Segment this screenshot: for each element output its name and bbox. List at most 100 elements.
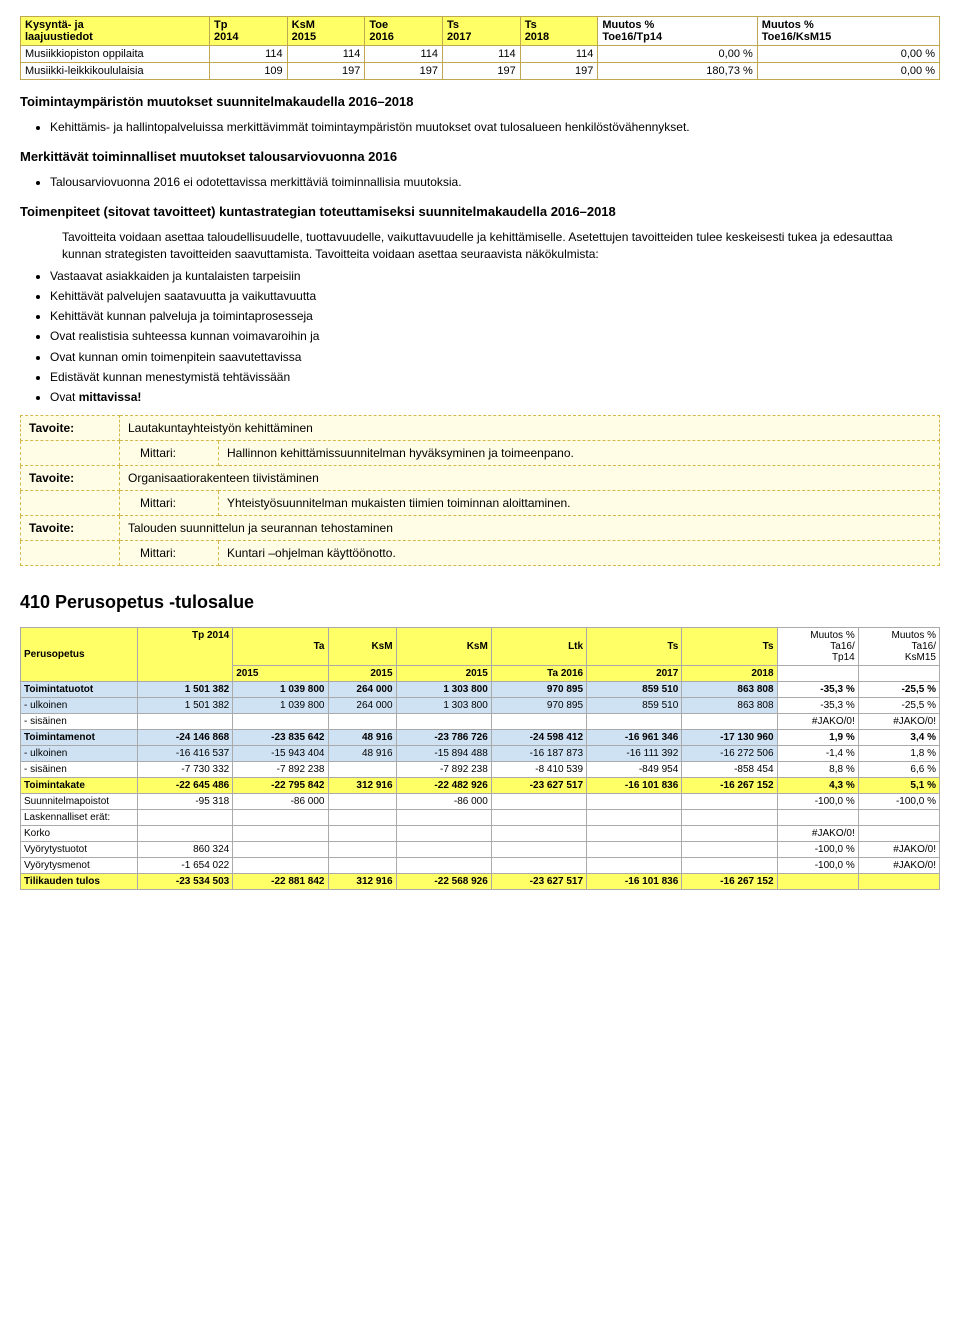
budget-cell: -22 482 926 bbox=[396, 778, 491, 794]
budget-cell bbox=[233, 714, 328, 730]
budget-cell: 863 808 bbox=[682, 698, 777, 714]
budget-cell bbox=[587, 842, 682, 858]
budget-cell: -1 654 022 bbox=[138, 858, 233, 874]
budget-cell bbox=[682, 858, 777, 874]
budget-cell bbox=[587, 794, 682, 810]
bh2b: 2015 bbox=[236, 668, 258, 679]
budget-row-label: Vyörytysmenot bbox=[21, 858, 138, 874]
measure-text: Hallinnon kehittämissuunnitelman hyväksy… bbox=[219, 441, 940, 466]
budget-cell bbox=[138, 714, 233, 730]
env-changes-bullet: Kehittämis- ja hallintopalveluissa merki… bbox=[50, 119, 940, 135]
goal-label: Tavoite: bbox=[21, 516, 120, 541]
goal-label: Tavoite: bbox=[21, 416, 120, 441]
budget-cell: -100,0 % bbox=[777, 794, 858, 810]
budget-cell: -16 272 506 bbox=[682, 746, 777, 762]
budget-row-label: Toimintatuotot bbox=[21, 682, 138, 698]
budget-cell: 4,3 % bbox=[777, 778, 858, 794]
budget-cell bbox=[138, 810, 233, 826]
budget-cell bbox=[491, 714, 586, 730]
budget-cell bbox=[396, 714, 491, 730]
demand-scope-table: Kysyntä- jalaajuustiedot Tp2014 KsM2015 … bbox=[20, 16, 940, 80]
budget-cell bbox=[587, 858, 682, 874]
budget-cell bbox=[396, 826, 491, 842]
budget-cell: 1 501 382 bbox=[138, 698, 233, 714]
budget-cell bbox=[491, 810, 586, 826]
budget-cell bbox=[587, 826, 682, 842]
budget-row-label: - sisäinen bbox=[21, 762, 138, 778]
budget-cell: #JAKO/0! bbox=[777, 714, 858, 730]
measure-label: Mittari: bbox=[120, 491, 219, 516]
budget-cell bbox=[138, 826, 233, 842]
budget-row-label: - ulkoinen bbox=[21, 746, 138, 762]
table-row-label: Musiikki-leikkikoululaisia bbox=[21, 63, 210, 80]
budget-cell: 1 501 382 bbox=[138, 682, 233, 698]
budget-cell: 859 510 bbox=[587, 698, 682, 714]
t1-h3a: Toe bbox=[369, 19, 388, 31]
table-row-label: Musiikkiopiston oppilaita bbox=[21, 46, 210, 63]
measures-bullet: Kehittävät kunnan palveluja ja toimintap… bbox=[50, 308, 940, 324]
t1-h5b: 2018 bbox=[525, 31, 549, 43]
budget-cell: 970 895 bbox=[491, 682, 586, 698]
budget-cell: 1 039 800 bbox=[233, 682, 328, 698]
budget-cell: -16 101 836 bbox=[587, 778, 682, 794]
budget-cell: #JAKO/0! bbox=[858, 842, 939, 858]
table-cell: 197 bbox=[443, 63, 521, 80]
budget-cell: -849 954 bbox=[587, 762, 682, 778]
budget-cell: -86 000 bbox=[396, 794, 491, 810]
budget-cell: -23 534 503 bbox=[138, 874, 233, 890]
measures-bullet-last: Ovat mittavissa! bbox=[50, 389, 940, 405]
budget-cell: -22 645 486 bbox=[138, 778, 233, 794]
table-cell: 0,00 % bbox=[757, 63, 939, 80]
goal-empty bbox=[21, 541, 120, 566]
budget-cell: 5,1 % bbox=[858, 778, 939, 794]
budget-row-label: Laskennalliset erät: bbox=[21, 810, 138, 826]
table-cell: 180,73 % bbox=[598, 63, 757, 80]
budget-cell bbox=[396, 842, 491, 858]
budget-cell: -25,5 % bbox=[858, 698, 939, 714]
op-changes-bullet: Talousarviovuonna 2016 ei odotettavissa … bbox=[50, 174, 940, 190]
measure-text: Yhteistyösuunnitelman mukaisten tiimien … bbox=[219, 491, 940, 516]
budget-cell: -24 598 412 bbox=[491, 730, 586, 746]
budget-cell: -8 410 539 bbox=[491, 762, 586, 778]
budget-cell bbox=[587, 714, 682, 730]
budget-cell: 8,8 % bbox=[777, 762, 858, 778]
section-410-title: 410 Perusopetus -tulosalue bbox=[20, 592, 940, 613]
budget-cell bbox=[777, 874, 858, 890]
budget-cell: #JAKO/0! bbox=[858, 858, 939, 874]
budget-cell bbox=[328, 826, 396, 842]
table-cell: 114 bbox=[365, 46, 443, 63]
budget-cell: 1 303 800 bbox=[396, 682, 491, 698]
budget-cell: -1,4 % bbox=[777, 746, 858, 762]
measure-label: Mittari: bbox=[120, 541, 219, 566]
budget-cell bbox=[396, 810, 491, 826]
budget-cell: -100,0 % bbox=[777, 842, 858, 858]
bh7b: 2018 bbox=[751, 668, 773, 679]
budget-cell bbox=[858, 874, 939, 890]
table-cell: 197 bbox=[365, 63, 443, 80]
budget-cell: 1,8 % bbox=[858, 746, 939, 762]
budget-cell bbox=[233, 826, 328, 842]
measures-bullet: Vastaavat asiakkaiden ja kuntalaisten ta… bbox=[50, 268, 940, 284]
budget-cell bbox=[682, 794, 777, 810]
goal-table: Tavoite:Lautakuntayhteistyön kehittämine… bbox=[20, 415, 940, 566]
budget-cell bbox=[491, 858, 586, 874]
bh7a: Ts bbox=[763, 641, 774, 652]
budget-cell: -23 627 517 bbox=[491, 874, 586, 890]
measure-text: Kuntari –ohjelman käyttöönotto. bbox=[219, 541, 940, 566]
measure-label: Mittari: bbox=[120, 441, 219, 466]
t1-h1a: Tp bbox=[214, 19, 227, 31]
t1-h3b: 2016 bbox=[369, 31, 393, 43]
table-cell: 0,00 % bbox=[598, 46, 757, 63]
budget-cell: -15 943 404 bbox=[233, 746, 328, 762]
budget-cell bbox=[491, 794, 586, 810]
budget-cell: 312 916 bbox=[328, 874, 396, 890]
budget-cell: 859 510 bbox=[587, 682, 682, 698]
budget-cell bbox=[587, 810, 682, 826]
budget-cell: #JAKO/0! bbox=[777, 826, 858, 842]
budget-cell: -35,3 % bbox=[777, 682, 858, 698]
budget-row-label: Suunnitelmapoistot bbox=[21, 794, 138, 810]
t1-h7a: Muutos % bbox=[762, 19, 814, 31]
budget-cell: -100,0 % bbox=[777, 858, 858, 874]
bh8c: Tp14 bbox=[832, 652, 855, 663]
budget-row-label: Toimintamenot bbox=[21, 730, 138, 746]
